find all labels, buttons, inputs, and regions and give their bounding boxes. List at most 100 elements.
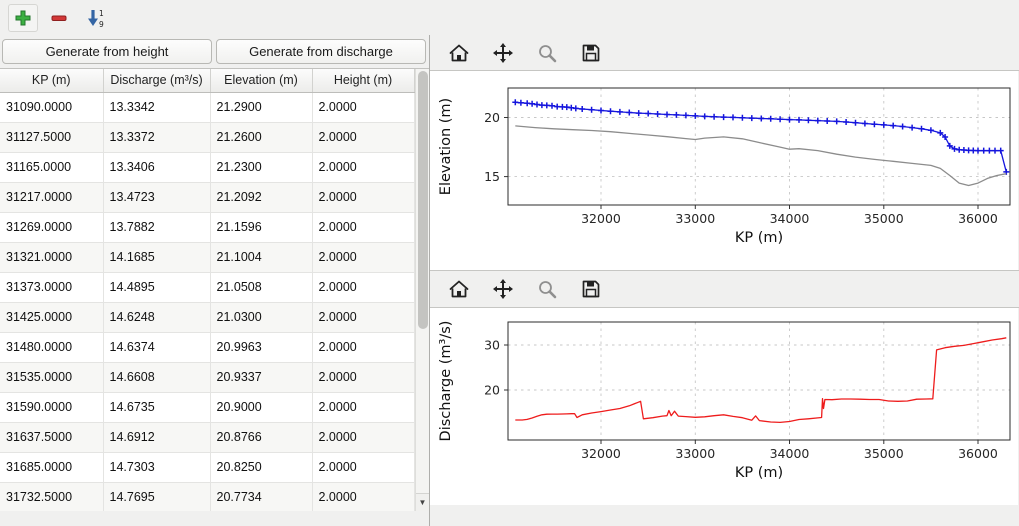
svg-text:33000: 33000 — [675, 211, 715, 226]
table-cell[interactable]: 2.0000 — [312, 422, 415, 453]
svg-text:20: 20 — [484, 110, 500, 125]
left-bottom-strip — [0, 511, 429, 526]
table-cell[interactable]: 14.6248 — [103, 302, 211, 333]
remove-icon — [51, 15, 67, 21]
table-cell[interactable]: 14.6912 — [103, 422, 211, 453]
table-cell[interactable]: 2.0000 — [312, 272, 415, 303]
table-cell[interactable]: 31637.5000 — [0, 422, 104, 453]
table-cell[interactable]: 14.6735 — [103, 392, 211, 423]
table-cell[interactable]: 31480.0000 — [0, 332, 104, 363]
table-cell[interactable]: 31090.0000 — [0, 92, 104, 123]
table-cell[interactable]: 20.8250 — [210, 452, 313, 483]
scrollbar-thumb[interactable] — [417, 71, 428, 329]
table-cell[interactable]: 31217.0000 — [0, 182, 104, 213]
left-panel: Generate from height Generate from disch… — [0, 35, 430, 526]
table-cell[interactable]: 13.7882 — [103, 212, 211, 243]
table-cell[interactable]: 20.8766 — [210, 422, 313, 453]
svg-text:36000: 36000 — [958, 446, 998, 461]
table-row: 31480.0000 14.6374 20.9963 2.0000 — [0, 332, 415, 363]
table-cell[interactable]: 13.3372 — [103, 122, 211, 153]
table-cell[interactable]: 21.0300 — [210, 302, 313, 333]
svg-text:Discharge (m³/s): Discharge (m³/s) — [438, 321, 454, 442]
table-cell[interactable]: 2.0000 — [312, 92, 415, 123]
remove-row-button[interactable] — [44, 4, 74, 32]
scrollbar-down-arrow[interactable]: ▼ — [415, 493, 429, 511]
table-column-header[interactable]: Height (m) — [312, 69, 415, 93]
sort-button[interactable]: 1 9 — [80, 4, 110, 32]
table-cell[interactable]: 14.7695 — [103, 482, 211, 511]
svg-text:KP (m): KP (m) — [735, 230, 783, 246]
pan-button[interactable] — [486, 38, 520, 68]
svg-text:32000: 32000 — [581, 446, 621, 461]
home-button[interactable] — [442, 38, 476, 68]
svg-text:36000: 36000 — [958, 211, 998, 226]
table-cell[interactable]: 2.0000 — [312, 392, 415, 423]
discharge-plot[interactable]: 32000 33000 34000 35000 36000 20 30 KP (m) Disch… — [430, 308, 1018, 505]
table-cell[interactable]: 14.7303 — [103, 452, 211, 483]
table-cell[interactable]: 14.4895 — [103, 272, 211, 303]
table-cell[interactable]: 2.0000 — [312, 242, 415, 273]
table-cell[interactable]: 2.0000 — [312, 452, 415, 483]
generate-from-height-button[interactable]: Generate from height — [2, 39, 212, 64]
pan-button[interactable] — [486, 274, 520, 304]
table-row: 31373.0000 14.4895 21.0508 2.0000 — [0, 272, 415, 303]
table-cell[interactable]: 21.2092 — [210, 182, 313, 213]
table-cell[interactable]: 14.1685 — [103, 242, 211, 273]
data-table: KP (m) Discharge (m³/s) Elevation (m) Heigh… — [0, 69, 415, 511]
zoom-button[interactable] — [530, 38, 564, 68]
table-cell[interactable]: 13.3406 — [103, 152, 211, 183]
discharge-plot-toolbar — [430, 270, 1019, 308]
table-row: 31425.0000 14.6248 21.0300 2.0000 — [0, 302, 415, 333]
table-cell[interactable]: 2.0000 — [312, 482, 415, 511]
table-column-header[interactable]: KP (m) — [0, 69, 104, 93]
elevation-plot[interactable]: 32000 33000 34000 35000 36000 15 20 KP (m) Eleva… — [430, 71, 1018, 270]
table-cell[interactable]: 20.9963 — [210, 332, 313, 363]
home-button[interactable] — [442, 274, 476, 304]
svg-text:32000: 32000 — [581, 211, 621, 226]
table-cell[interactable]: 2.0000 — [312, 332, 415, 363]
table-cell[interactable]: 21.1596 — [210, 212, 313, 243]
table-cell[interactable]: 20.9000 — [210, 392, 313, 423]
table-cell[interactable]: 21.2600 — [210, 122, 313, 153]
table-cell[interactable]: 21.2300 — [210, 152, 313, 183]
save-button[interactable] — [574, 38, 608, 68]
table-cell[interactable]: 31535.0000 — [0, 362, 104, 393]
table-column-header[interactable]: Elevation (m) — [210, 69, 313, 93]
save-button[interactable] — [574, 274, 608, 304]
table-row: 31321.0000 14.1685 21.1004 2.0000 — [0, 242, 415, 273]
table-column-header[interactable]: Discharge (m³/s) — [103, 69, 211, 93]
table-cell[interactable]: 31685.0000 — [0, 452, 104, 483]
table-cell[interactable]: 21.2900 — [210, 92, 313, 123]
table-scrollbar[interactable]: ▼ — [414, 69, 429, 511]
table-cell[interactable]: 20.7734 — [210, 482, 313, 511]
table-cell[interactable]: 31425.0000 — [0, 302, 104, 333]
table-cell[interactable]: 14.6374 — [103, 332, 211, 363]
table-cell[interactable]: 20.9337 — [210, 362, 313, 393]
zoom-button[interactable] — [530, 274, 564, 304]
add-row-button[interactable] — [8, 3, 38, 32]
table-cell[interactable]: 31732.5000 — [0, 482, 104, 511]
pan-icon — [493, 42, 513, 63]
table-cell[interactable]: 31269.0000 — [0, 212, 104, 243]
table-cell[interactable]: 2.0000 — [312, 362, 415, 393]
svg-text:30: 30 — [484, 338, 500, 353]
table-cell[interactable]: 2.0000 — [312, 152, 415, 183]
zoom-icon — [539, 44, 557, 62]
table-cell[interactable]: 31127.5000 — [0, 122, 104, 153]
table-cell[interactable]: 2.0000 — [312, 122, 415, 153]
table-cell[interactable]: 21.1004 — [210, 242, 313, 273]
table-cell[interactable]: 2.0000 — [312, 212, 415, 243]
table-cell[interactable]: 2.0000 — [312, 302, 415, 333]
table-cell[interactable]: 14.6608 — [103, 362, 211, 393]
table-cell[interactable]: 31321.0000 — [0, 242, 104, 273]
table-cell[interactable]: 31165.0000 — [0, 152, 104, 183]
table-cell[interactable]: 21.0508 — [210, 272, 313, 303]
table-cell[interactable]: 31590.0000 — [0, 392, 104, 423]
table-cell[interactable]: 13.4723 — [103, 182, 211, 213]
svg-text:33000: 33000 — [675, 446, 715, 461]
table-cell[interactable]: 13.3342 — [103, 92, 211, 123]
generate-from-discharge-button[interactable]: Generate from discharge — [216, 39, 426, 64]
table-cell[interactable]: 31373.0000 — [0, 272, 104, 303]
table-cell[interactable]: 2.0000 — [312, 182, 415, 213]
table-row: 31269.0000 13.7882 21.1596 2.0000 — [0, 212, 415, 243]
